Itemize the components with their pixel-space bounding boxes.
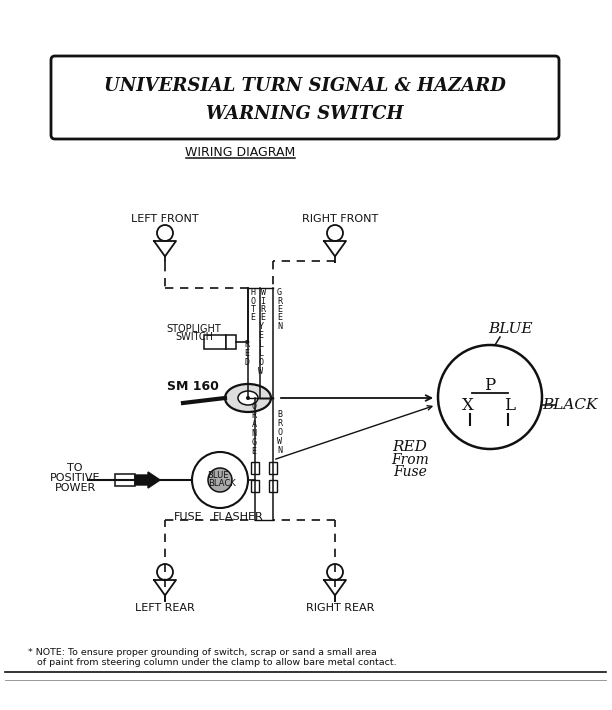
Text: A: A: [252, 420, 256, 429]
Text: W: W: [277, 437, 282, 446]
Circle shape: [438, 345, 542, 449]
Text: UNIVERSIAL TURN SIGNAL & HAZARD: UNIVERSIAL TURN SIGNAL & HAZARD: [104, 77, 506, 95]
Text: POWER: POWER: [54, 483, 95, 493]
Text: Fuse: Fuse: [393, 465, 427, 479]
Text: E: E: [277, 314, 282, 322]
Text: P: P: [484, 376, 496, 393]
Text: O: O: [252, 402, 256, 411]
Text: BLACK: BLACK: [208, 479, 236, 488]
Bar: [226, 335, 236, 349]
Text: D: D: [245, 358, 250, 367]
Polygon shape: [135, 472, 160, 488]
Text: * NOTE: To ensure proper grounding of switch, scrap or sand a small area: * NOTE: To ensure proper grounding of sw…: [28, 648, 377, 657]
Text: L: L: [258, 349, 264, 358]
Ellipse shape: [238, 391, 258, 405]
Ellipse shape: [225, 384, 271, 412]
FancyBboxPatch shape: [51, 56, 559, 139]
Text: From: From: [391, 453, 429, 467]
Text: FLASHER: FLASHER: [212, 512, 263, 522]
Text: SM 160: SM 160: [167, 380, 219, 393]
Text: of paint from steering column under the clamp to allow bare metal contact.: of paint from steering column under the …: [28, 658, 397, 667]
Bar: [115, 474, 135, 486]
Circle shape: [246, 396, 250, 400]
Text: R: R: [277, 419, 282, 428]
Text: BLUE: BLUE: [207, 471, 229, 479]
Text: T R: T R: [251, 305, 266, 314]
Text: E: E: [252, 447, 256, 456]
Circle shape: [192, 452, 248, 508]
Text: BLACK: BLACK: [542, 398, 598, 412]
Text: W: W: [258, 367, 264, 376]
Text: G: G: [277, 288, 282, 297]
Text: H W: H W: [251, 288, 266, 297]
Text: STOPLIGHT: STOPLIGHT: [166, 324, 222, 334]
Text: O I: O I: [251, 297, 266, 305]
Text: E: E: [258, 331, 264, 340]
Text: Y: Y: [258, 322, 264, 331]
Text: L: L: [258, 340, 264, 349]
Bar: [251, 462, 259, 474]
Text: E: E: [277, 305, 282, 314]
Text: R: R: [252, 411, 256, 420]
Text: N: N: [277, 322, 282, 331]
Bar: [269, 462, 277, 474]
Text: X: X: [462, 396, 474, 413]
Text: N: N: [277, 446, 282, 455]
Text: E E: E E: [251, 314, 266, 322]
Text: WARNING SWITCH: WARNING SWITCH: [206, 105, 404, 123]
Text: SWITCH: SWITCH: [175, 332, 213, 342]
Text: B: B: [277, 410, 282, 419]
Text: R: R: [245, 340, 250, 349]
Text: TO: TO: [67, 463, 83, 473]
Text: RIGHT FRONT: RIGHT FRONT: [302, 214, 378, 224]
Circle shape: [208, 468, 232, 492]
Text: LEFT FRONT: LEFT FRONT: [131, 214, 199, 224]
Text: RIGHT REAR: RIGHT REAR: [306, 603, 374, 613]
Bar: [204, 335, 226, 349]
Text: E: E: [245, 349, 250, 358]
Text: R: R: [277, 297, 282, 305]
Text: G: G: [252, 438, 256, 447]
Text: FUSE: FUSE: [174, 512, 203, 522]
Text: RED: RED: [392, 440, 427, 454]
Text: N: N: [252, 429, 256, 438]
Text: LEFT REAR: LEFT REAR: [135, 603, 195, 613]
Bar: [269, 480, 277, 492]
Text: POSITIVE: POSITIVE: [50, 473, 100, 483]
Text: WIRING DIAGRAM: WIRING DIAGRAM: [185, 146, 295, 160]
Text: BLUE: BLUE: [488, 322, 532, 336]
Text: L: L: [504, 396, 515, 413]
Text: O: O: [258, 358, 264, 367]
Bar: [251, 480, 259, 492]
Text: O: O: [277, 428, 282, 437]
